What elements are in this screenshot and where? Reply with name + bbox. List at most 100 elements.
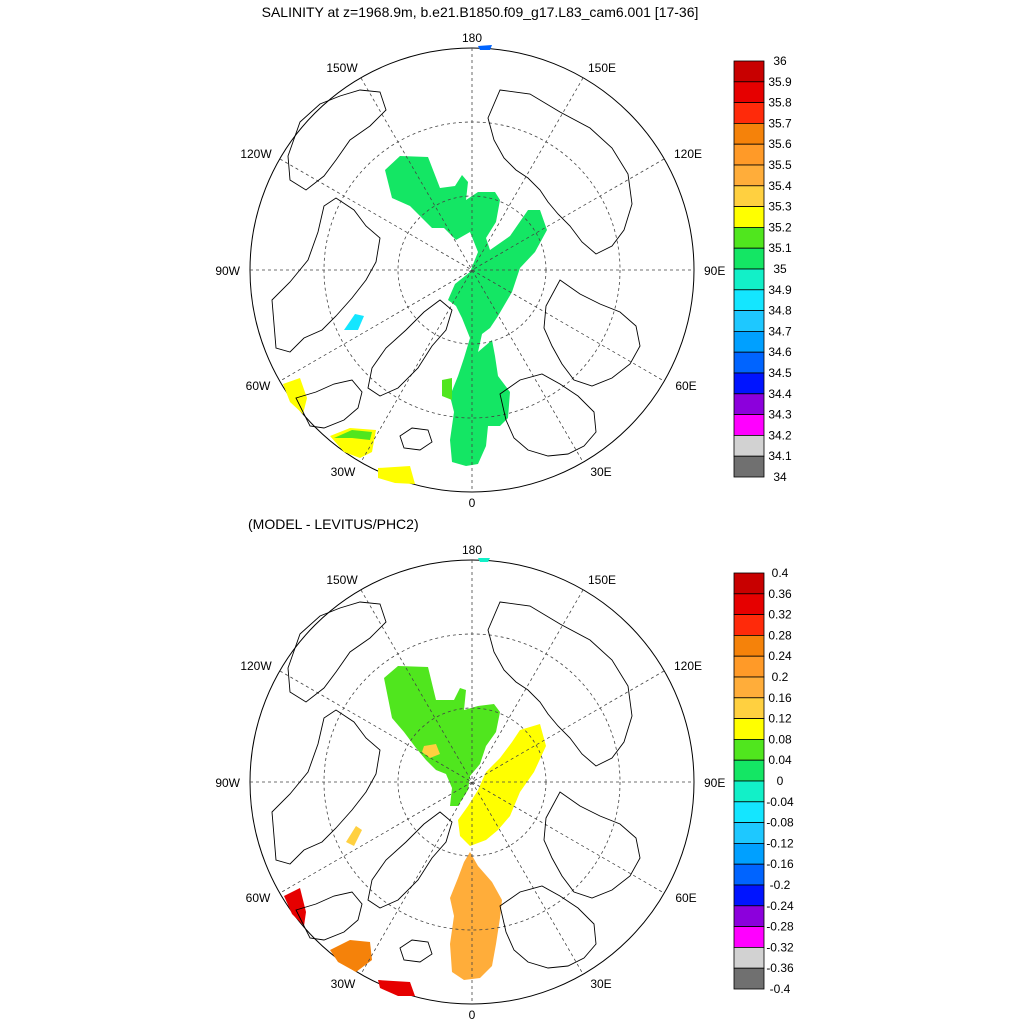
bottom-title: (MODEL - LEVITUS/PHC2) — [248, 516, 419, 532]
bottom-colorbar-box — [733, 843, 765, 865]
bottom-colorbar-label: -0.36 — [766, 961, 794, 975]
top-graticule — [250, 48, 694, 492]
top-lon-180: 180 — [462, 31, 482, 45]
bottom-graticule — [250, 560, 694, 1004]
top-colorbar-label: 35.4 — [768, 179, 792, 193]
top-colorbar-box — [733, 372, 765, 395]
top-colorbar-box — [733, 185, 765, 208]
top-colorbar-label: 34.3 — [768, 408, 792, 422]
bottom-panel: (MODEL - LEVITUS/PHC2) — [215, 516, 794, 1022]
top-coast-labrador — [295, 379, 363, 429]
bottom-colorbar-label: -0.28 — [766, 920, 794, 934]
top-colorbar-label: 34.9 — [768, 283, 792, 297]
top-lon-90w: 90W — [215, 264, 240, 278]
top-salinity-field — [385, 156, 547, 466]
bottom-colorbar-label: -0.24 — [766, 899, 794, 913]
top-coast-iceland — [399, 427, 433, 451]
bottom-colorbar-label: -0.2 — [770, 878, 791, 892]
bottom-colorbar-box — [733, 780, 765, 803]
bottom-coast-labrador — [295, 891, 363, 941]
bottom-colorbar-label: -0.16 — [766, 857, 794, 871]
bottom-field-yellow-baffin — [346, 826, 362, 846]
top-lon-90e: 90E — [704, 264, 725, 278]
bottom-anomaly-field — [284, 558, 546, 996]
top-coast-siberia-w — [543, 279, 641, 387]
bottom-lon-120e: 120E — [674, 659, 702, 673]
bottom-coast-siberia-e — [487, 601, 633, 767]
bottom-colorbar-label: 0.28 — [768, 628, 792, 642]
bottom-lon-150e: 150E — [588, 573, 616, 587]
bottom-colorbar-label: 0.32 — [768, 608, 792, 622]
top-colorbar-box — [733, 351, 765, 374]
bottom-colorbar: 0.4 0.36 0.32 0.28 0.24 0.2 0.16 0.12 0.08 0.04 0 -… — [733, 566, 794, 996]
bottom-colorbar-box — [733, 759, 765, 782]
top-lon-30w: 30W — [331, 465, 356, 479]
bottom-colorbar-box — [733, 822, 765, 844]
top-colorbar-box — [733, 414, 765, 436]
top-field-green-iceland — [334, 430, 372, 440]
top-field-yellow-sw — [283, 378, 307, 414]
top-lon-0: 0 — [469, 496, 476, 510]
bottom-colorbar-box — [733, 655, 765, 678]
bottom-colorbar-label: 0.4 — [772, 566, 789, 580]
bottom-colorbar-label: 0.08 — [768, 732, 792, 746]
bottom-colorbar-label: 0 — [777, 774, 784, 788]
bottom-colorbar-box — [733, 863, 765, 886]
top-coast-siberia-e — [487, 89, 633, 255]
bottom-coast-alaska — [287, 601, 387, 703]
top-colorbar-label: 35.6 — [768, 137, 792, 151]
bottom-colorbar-box — [733, 947, 765, 969]
bottom-coast-greenland — [367, 811, 453, 909]
top-lon-60e: 60E — [675, 379, 696, 393]
bottom-lon-labels: 180 0 90W 90E 150W 150E 120W 120E 60W 60… — [215, 543, 725, 1022]
top-colorbar-label: 35.8 — [768, 96, 792, 110]
top-polar-map: 180 0 90W 90E 150W 150E 120W 120E 60W 60… — [215, 31, 725, 510]
top-colorbar-box — [733, 393, 765, 415]
top-panel: SALINITY at z=1968.9m, b.e21.B1850.f09_g… — [215, 4, 792, 510]
bottom-coast-scandinavia — [499, 885, 597, 969]
bottom-coast-siberia-w — [543, 791, 641, 899]
bottom-lon-30e: 30E — [590, 977, 611, 991]
top-colorbar-box — [733, 143, 765, 166]
bottom-colorbar-box — [733, 593, 765, 615]
bottom-colorbar-label: -0.08 — [766, 816, 794, 830]
bottom-colorbar-label: 0.2 — [772, 670, 789, 684]
top-colorbar-box — [733, 81, 765, 104]
top-colorbar-label: 34.6 — [768, 345, 792, 359]
top-lon-120w: 120W — [240, 147, 272, 161]
top-lon-150w: 150W — [326, 61, 358, 75]
bottom-field-teal-north — [478, 558, 490, 562]
bottom-field-red-sw — [284, 888, 306, 926]
bottom-field-orange-iceland — [330, 940, 372, 972]
top-colorbar-label: 34.5 — [768, 366, 792, 380]
top-coast-alaska — [287, 89, 387, 191]
bottom-coastlines — [271, 601, 641, 969]
bottom-colorbar-box — [733, 676, 765, 699]
bottom-polar-map: 180 0 90W 90E 150W 150E 120W 120E 60W 60… — [215, 543, 725, 1022]
bottom-colorbar-box — [733, 967, 765, 990]
top-colorbar-box — [733, 455, 765, 478]
bottom-lon-60e: 60E — [675, 891, 696, 905]
top-colorbar-label: 35.2 — [768, 220, 792, 234]
bottom-colorbar-box — [733, 801, 765, 823]
top-colorbar-box — [733, 102, 765, 124]
top-lon-labels: 180 0 90W 90E 150W 150E 120W 120E 60W 60… — [215, 31, 725, 510]
top-coastlines — [271, 89, 641, 457]
bottom-lon-90w: 90W — [215, 776, 240, 790]
top-colorbar-box — [733, 60, 765, 83]
top-field-yellow-se — [378, 466, 415, 484]
bottom-lon-30w: 30W — [331, 977, 356, 991]
bottom-colorbar-box — [733, 718, 765, 740]
top-colorbar-label: 34.4 — [768, 387, 792, 401]
top-colorbar-label: 35.9 — [768, 75, 792, 89]
top-colorbar-label: 35.3 — [768, 200, 792, 214]
bottom-colorbar-label: 0.12 — [768, 712, 792, 726]
bottom-lon-60w: 60W — [246, 891, 271, 905]
top-colorbar-label: 34.8 — [768, 304, 792, 318]
bottom-colorbar-box — [733, 572, 765, 595]
top-coast-canada — [271, 197, 381, 353]
top-field-blue-north — [478, 45, 492, 50]
top-colorbar-label: 36 — [773, 54, 787, 68]
top-colorbar-box — [733, 226, 765, 249]
